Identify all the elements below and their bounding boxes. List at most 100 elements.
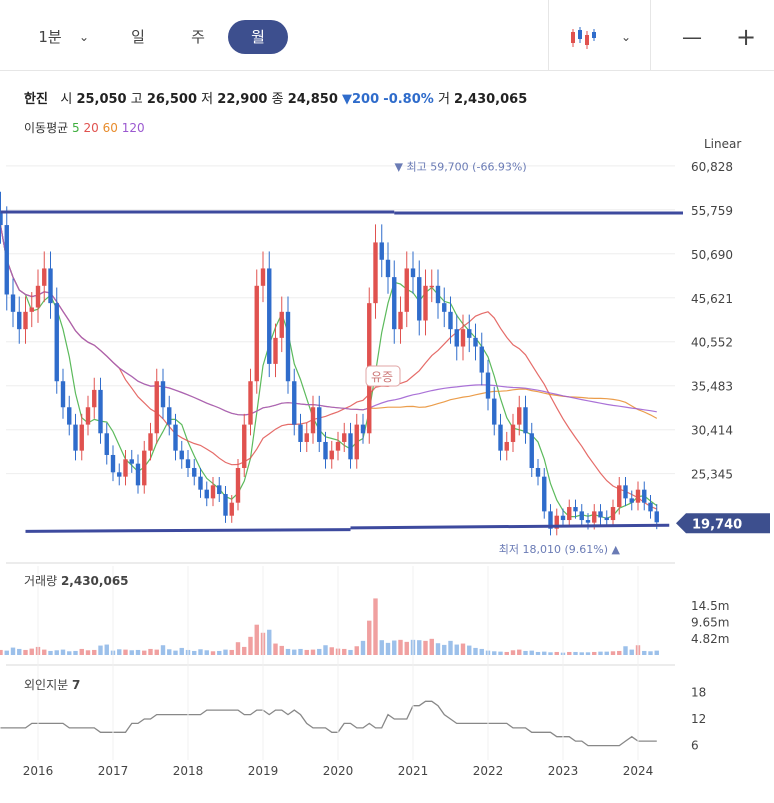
tab-1min[interactable]: 1분 [38, 28, 62, 46]
volume-bar [604, 651, 609, 655]
x-tick-label: 2023 [548, 764, 579, 778]
candle [23, 311, 28, 330]
candle [179, 450, 184, 460]
volume-bar [123, 649, 128, 655]
volume-bar [467, 645, 472, 655]
volume-bar [4, 650, 9, 655]
candle [0, 211, 3, 226]
candlestick-chart-type-icon[interactable] [566, 20, 600, 54]
volume-bar [442, 644, 447, 655]
candle [285, 311, 291, 382]
volume-bar [492, 651, 497, 655]
volume-bar [104, 644, 109, 655]
candle [542, 476, 547, 512]
volume-panel-value: 2,430,065 [60, 574, 129, 588]
volume-bar [554, 651, 559, 655]
candle [92, 389, 97, 408]
volume-bar [323, 645, 328, 655]
volume-bar [623, 646, 628, 655]
volume-bar [504, 651, 509, 655]
volume-bar [498, 651, 503, 655]
candle [198, 476, 203, 490]
candle [617, 485, 622, 508]
candle [473, 337, 478, 347]
volume-bar [98, 645, 103, 655]
candle [648, 502, 653, 512]
ma-20: 20 [83, 121, 99, 135]
price-tick-label: 55,759 [691, 204, 733, 218]
volume-bar [567, 651, 572, 655]
candle [410, 268, 416, 278]
change-arrow-icon: ▼ [342, 92, 353, 107]
volume-bar [17, 648, 22, 655]
candle [35, 285, 41, 308]
candle [654, 511, 659, 523]
volume-bar [242, 646, 247, 655]
candle [560, 515, 566, 521]
volume-value: 2,430,065 [454, 92, 528, 107]
candle [548, 511, 553, 529]
candle [160, 381, 166, 408]
candle [592, 511, 597, 523]
volume-bar [510, 650, 516, 655]
volume-bar [535, 651, 541, 655]
volume-bar [448, 640, 453, 655]
foreign-share-title: 외인지분 7 [24, 676, 80, 693]
candle [210, 485, 216, 499]
volume-bar [542, 651, 547, 655]
candle [567, 507, 572, 521]
candle [298, 424, 303, 442]
low-annotation: 최저 18,010 (9.61%) ▲ [499, 543, 621, 556]
tab-day[interactable]: 일 [131, 28, 145, 46]
volume-bar [23, 649, 28, 655]
candle [392, 277, 397, 330]
volume-bar [529, 650, 534, 655]
volume-bar [598, 651, 603, 655]
candle [479, 346, 484, 373]
event-label-box [365, 365, 401, 387]
volume-bar [198, 649, 203, 655]
candle [110, 454, 116, 473]
candle [267, 268, 272, 364]
volume-bar [317, 648, 322, 655]
candle [260, 268, 266, 286]
volume-bar [329, 647, 334, 655]
volume-bar [160, 645, 166, 655]
toolbar-divider [650, 0, 651, 70]
volume-bar [292, 649, 297, 655]
volume-bar [592, 651, 597, 655]
open-label: 시 [60, 92, 73, 107]
scale-mode-label[interactable]: Linear [704, 137, 742, 151]
volume-bar [385, 642, 391, 655]
chart-type-chevron-icon[interactable]: ⌄ [620, 30, 632, 44]
volume-bar [10, 647, 16, 655]
volume-bar [479, 648, 484, 655]
quote-summary: 한진 시 25,050 고 26,500 저 22,900 종 24,850 ▼… [24, 88, 527, 107]
tab-month[interactable]: 월 [228, 20, 288, 54]
volume-bar [304, 649, 309, 655]
x-tick-label: 2021 [398, 764, 429, 778]
high-label: 고 [130, 92, 143, 107]
volume-bar [342, 648, 347, 655]
ma-120-line [0, 224, 657, 416]
volume-bar [254, 624, 259, 655]
candle [367, 303, 372, 434]
volume-bar [398, 639, 403, 655]
volume-bar [642, 650, 647, 655]
candle [360, 424, 366, 434]
candle [448, 311, 453, 330]
candle [585, 520, 591, 523]
tab-week[interactable]: 주 [191, 28, 205, 46]
zoom-in-button[interactable]: + [735, 23, 757, 51]
chevron-down-icon[interactable]: ⌄ [78, 30, 90, 44]
volume-bar [210, 651, 216, 655]
zoom-out-button[interactable]: — [682, 25, 702, 49]
volume-bar [417, 640, 422, 655]
candle [573, 507, 578, 512]
volume-bar [454, 644, 459, 655]
candle [204, 489, 209, 499]
trendline [25, 528, 351, 533]
price-tick-label: 45,621 [691, 292, 733, 306]
volume-bar [167, 649, 172, 655]
candle [67, 407, 72, 425]
